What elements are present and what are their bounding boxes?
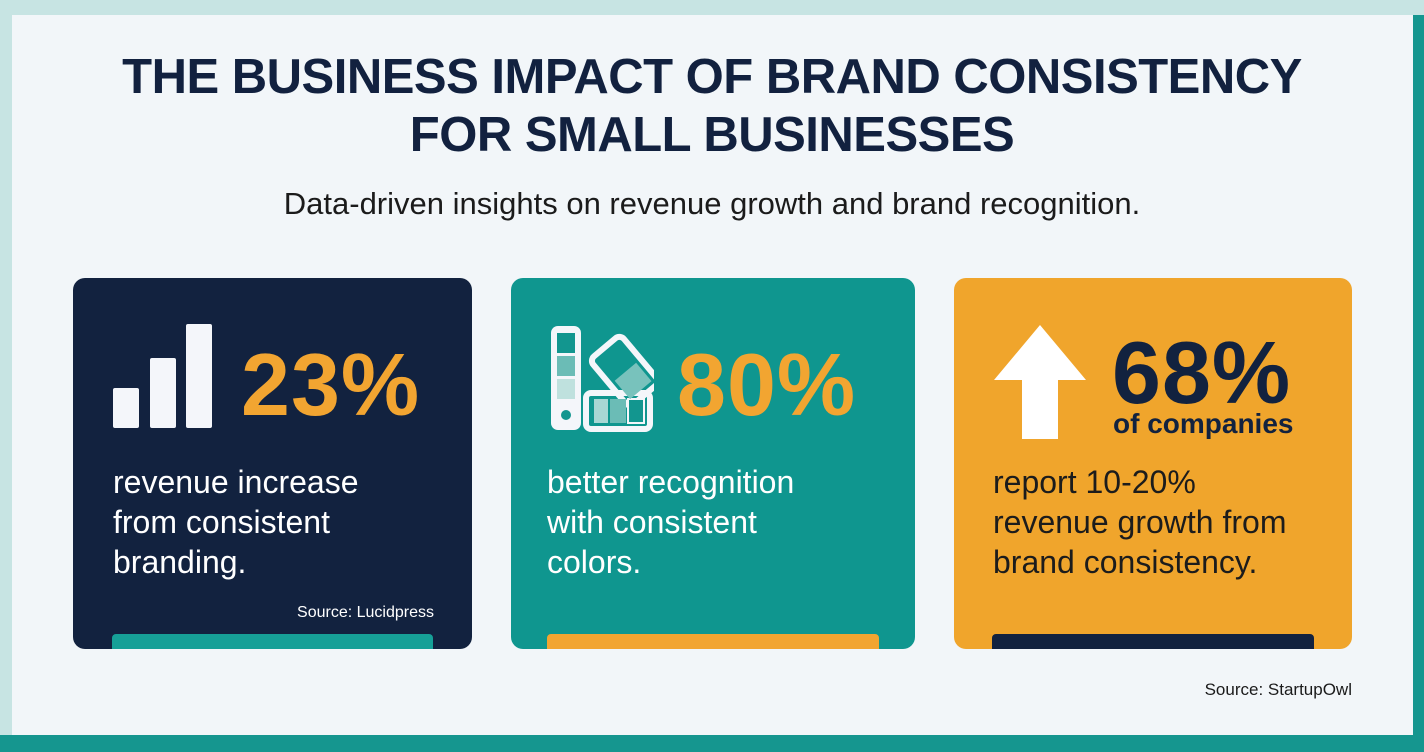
stat-value: 68% [1112,323,1292,422]
stat-value: 80% [677,335,857,434]
stat-subtitle: of companies [1113,408,1294,439]
stat-card-growth: 68% of companies report 10-20% revenue g… [954,278,1352,649]
page-title: THE BUSINESS IMPACT OF BRAND CONSISTENCY… [0,48,1424,164]
stat-description: revenue increase from consistent brandin… [113,464,359,580]
accent-bar [992,634,1314,649]
color-swatch-icon [551,326,654,432]
stat-description: better recognition with consistent color… [547,464,795,580]
subtitle: Data-driven insights on revenue growth a… [283,186,1141,221]
bottom-accent-band [0,735,1424,752]
footer-source: Source: StartupOwl [1204,680,1352,699]
bar-chart-icon [113,324,212,428]
arrow-up-icon [994,325,1086,439]
stat-description: report 10-20% revenue growth from brand … [993,464,1287,580]
right-accent-stripe [1413,15,1424,752]
stat-card-recognition: 80% better recognition with consistent c… [511,278,915,649]
stat-value: 23% [241,335,421,434]
accent-bar [112,634,433,649]
stat-card-revenue: 23% revenue increase from consistent bra… [73,278,472,649]
title-line-1: THE BUSINESS IMPACT OF BRAND CONSISTENCY [122,50,1302,104]
accent-bar [547,634,879,649]
source-label: Source: Lucidpress [297,604,434,621]
title-line-2: FOR SMALL BUSINESSES [409,108,1015,162]
